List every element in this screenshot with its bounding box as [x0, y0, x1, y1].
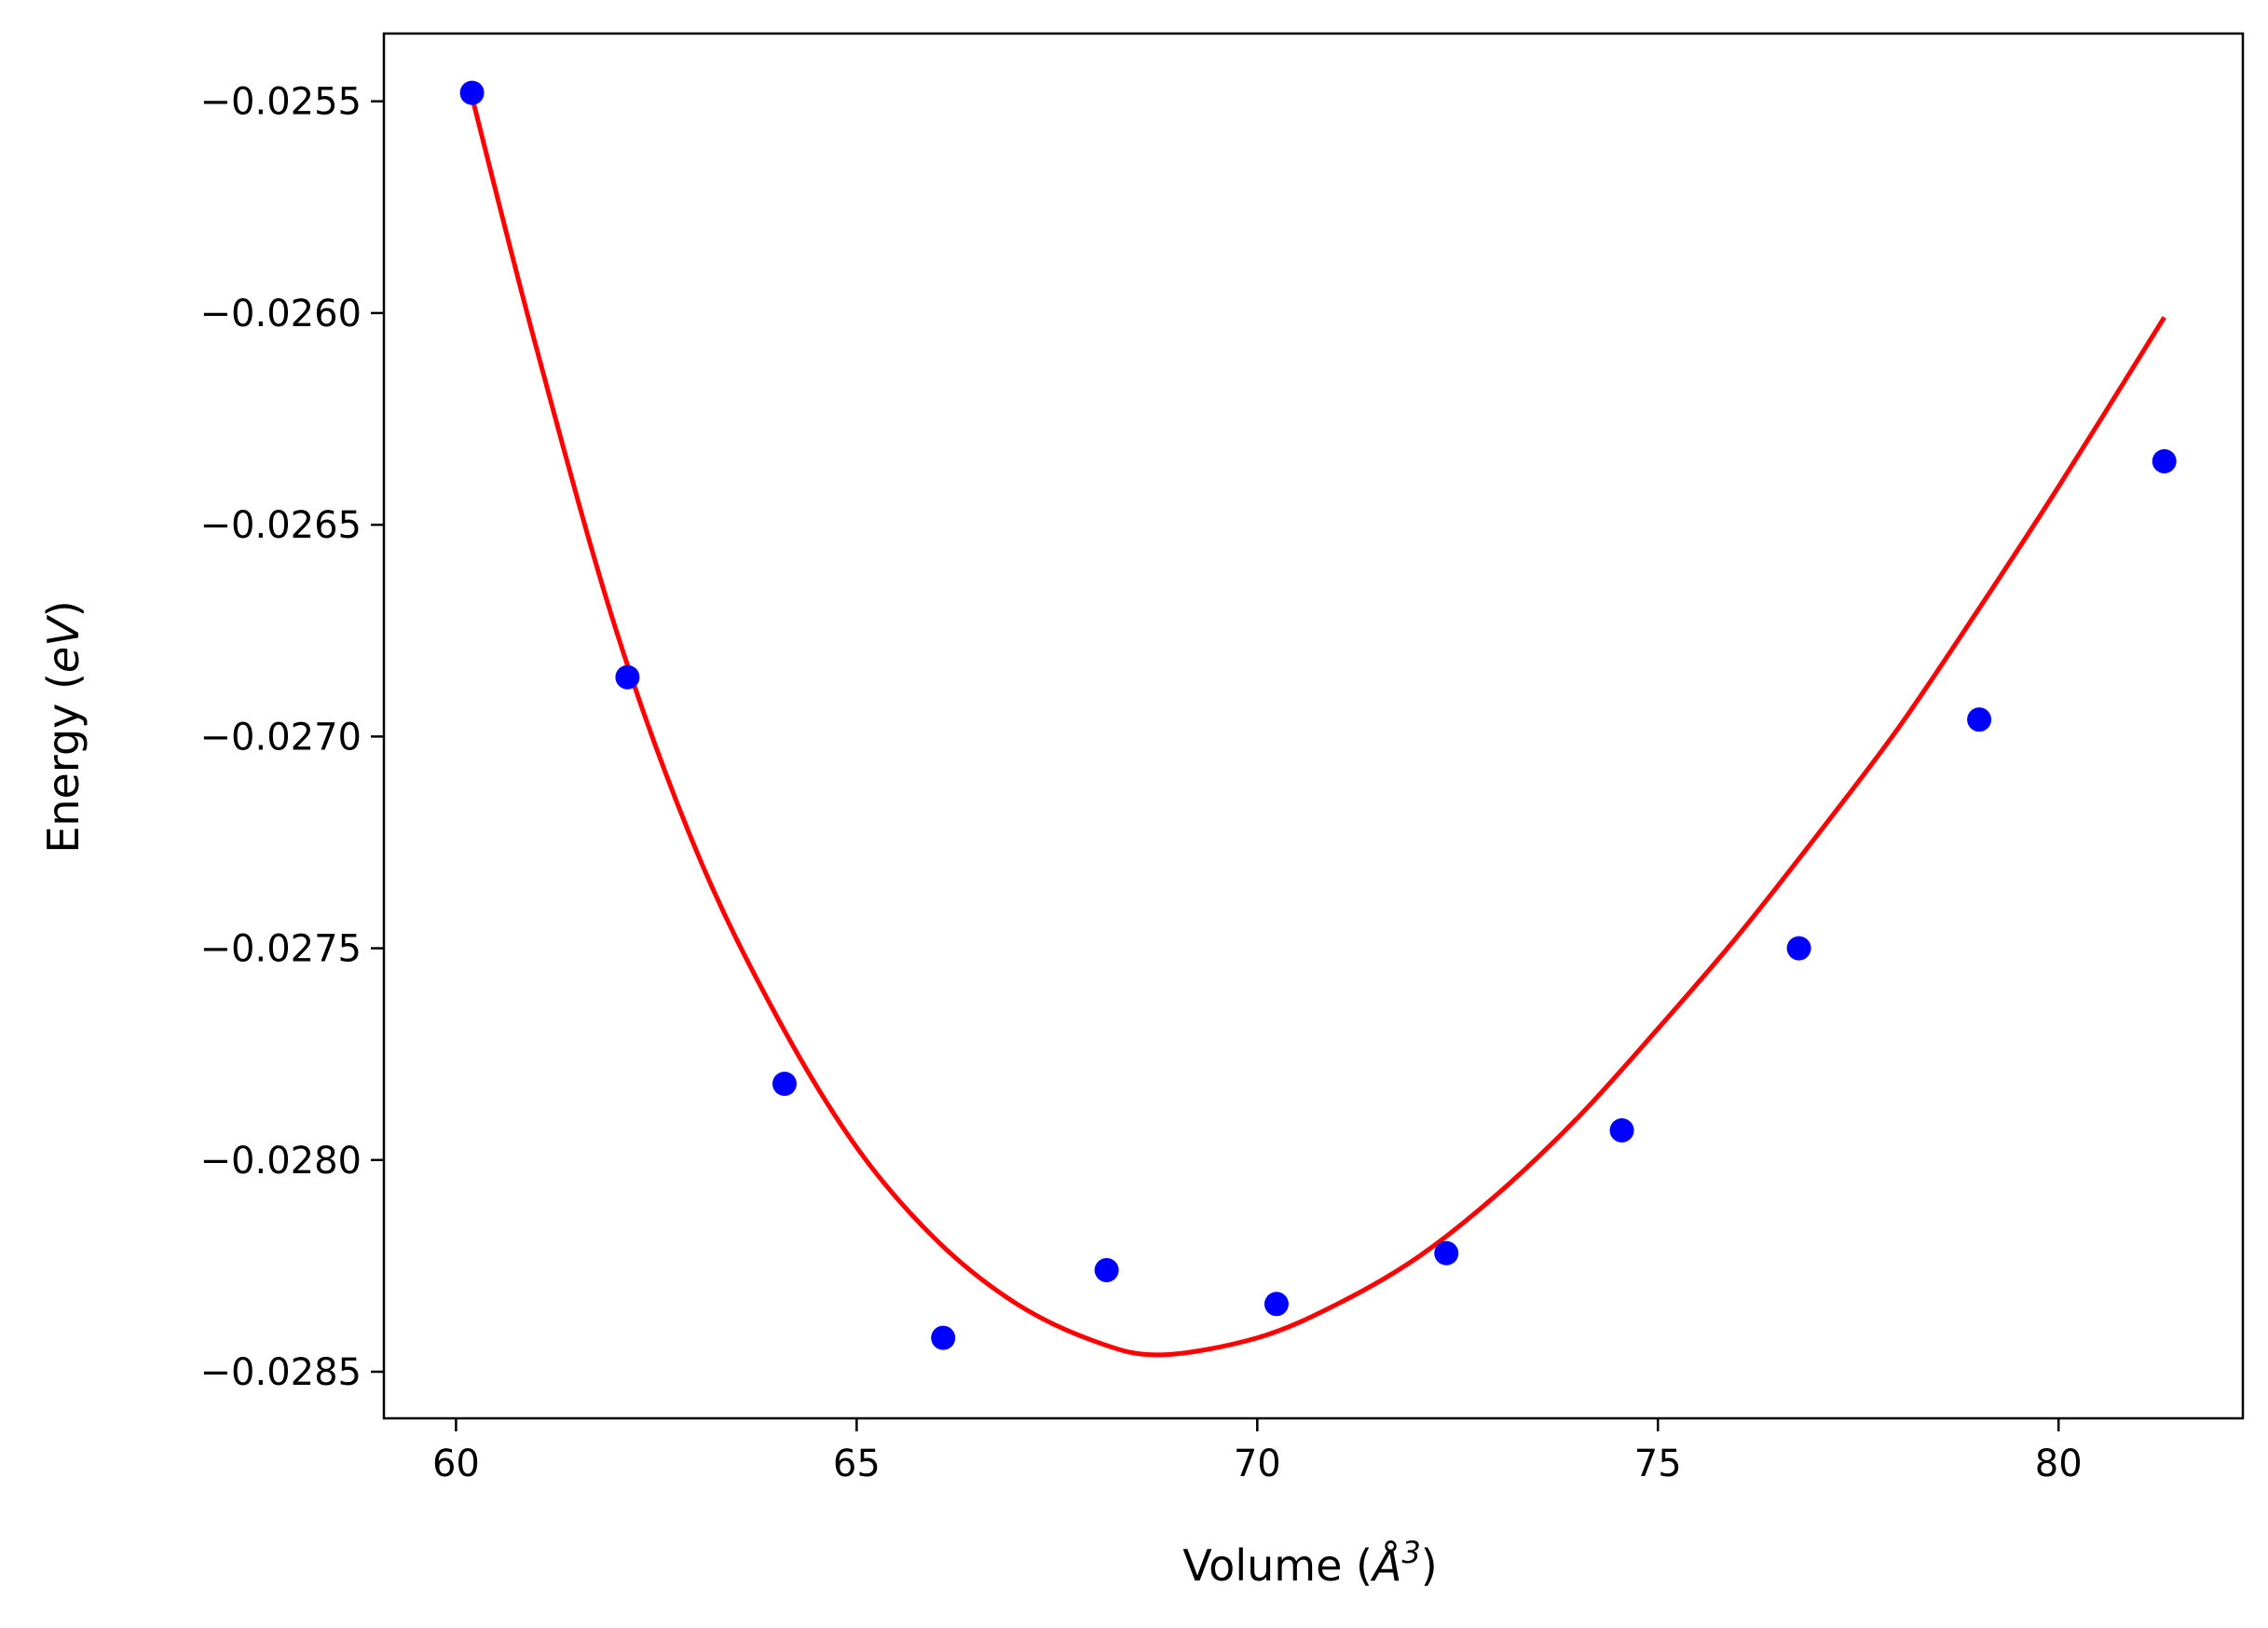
y-tick-label: −0.0270	[200, 716, 362, 759]
data-point	[459, 80, 485, 105]
y-tick-label: −0.0255	[200, 81, 362, 124]
x-tick-label: 70	[1234, 1443, 1281, 1485]
plot-frame	[382, 32, 2245, 1420]
y-tick-label: −0.0265	[200, 504, 362, 547]
data-points-layer	[459, 80, 2177, 1350]
data-point	[1609, 1117, 1634, 1142]
data-point	[1264, 1292, 1289, 1317]
fit-curve-line	[470, 96, 2166, 1358]
y-tick-label: −0.0260	[200, 293, 362, 335]
data-point	[2152, 448, 2177, 473]
y-axis-label: Energy (eV)	[38, 600, 89, 853]
data-point	[1967, 707, 1992, 732]
data-point	[1094, 1257, 1119, 1282]
x-axis-ticks: 60 65 70 75 80	[432, 1418, 2083, 1485]
data-point	[1434, 1240, 1459, 1265]
x-tick-label: 80	[2035, 1443, 2083, 1485]
x-axis-label: Volume (Å3)	[1182, 1535, 1437, 1591]
x-tick-label: 60	[432, 1443, 480, 1485]
y-tick-label: −0.0275	[200, 928, 362, 971]
y-tick-label: −0.0280	[200, 1140, 362, 1183]
data-point	[931, 1325, 956, 1350]
x-tick-label: 65	[833, 1443, 881, 1485]
fit-line-layer	[470, 96, 2166, 1358]
y-axis-ticks: −0.0255 −0.0260 −0.0265 −0.0270 −0.0275 −0.02…	[200, 81, 384, 1394]
data-point	[1786, 936, 1811, 961]
data-point	[772, 1071, 797, 1096]
data-point	[615, 664, 640, 690]
x-tick-label: 75	[1634, 1443, 1682, 1485]
plot-background	[384, 34, 2243, 1418]
y-tick-label: −0.0285	[200, 1351, 362, 1394]
